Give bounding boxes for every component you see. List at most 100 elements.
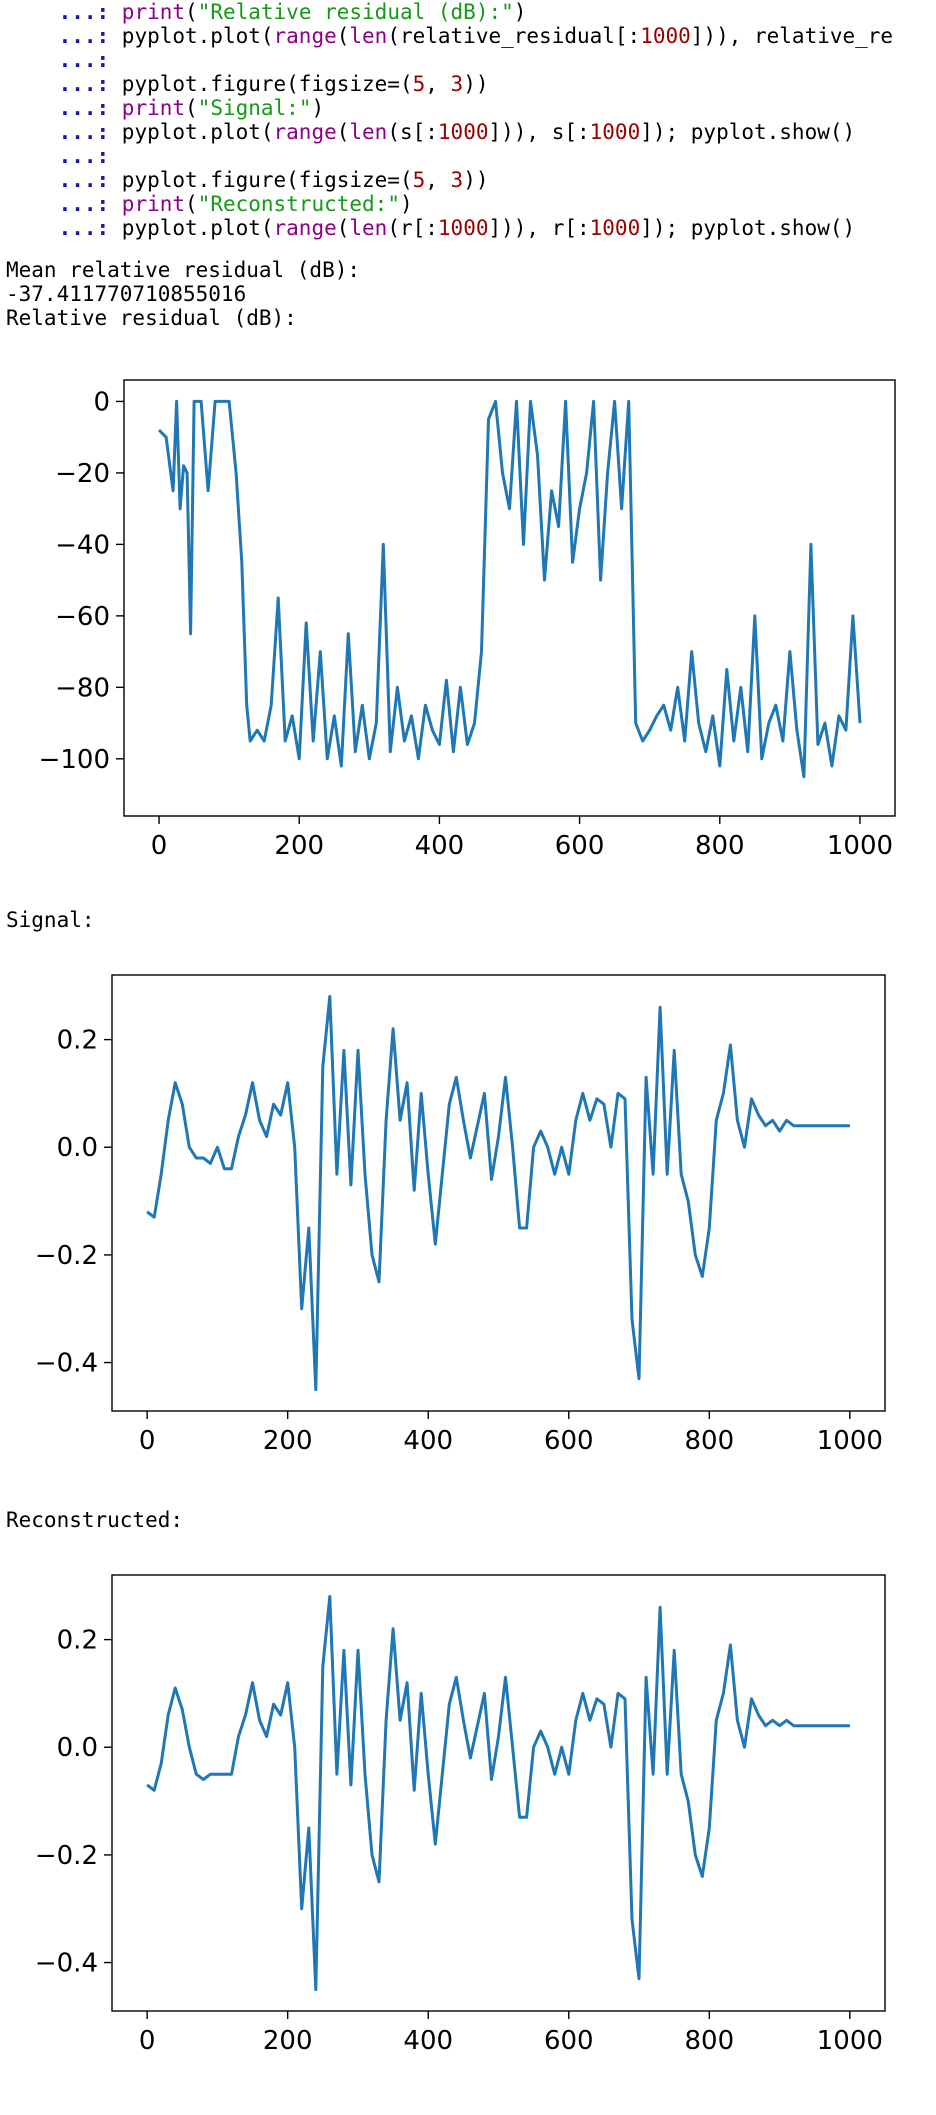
code-token: ])), s[: <box>488 120 590 144</box>
code-token: (r[: <box>387 216 438 240</box>
axes-frame <box>123 379 896 817</box>
code-line: ...: pyplot.figure(figsize=(5, 3)) <box>8 72 928 96</box>
y-tick-label: −0.2 <box>35 1841 98 1871</box>
code-token: ( <box>336 216 350 240</box>
code-token: , <box>425 72 451 96</box>
x-tick-label: 600 <box>555 831 605 861</box>
code-token: ) <box>513 0 527 24</box>
y-tick-label: −80 <box>55 673 110 703</box>
continuation-prompt: ...: <box>8 144 122 168</box>
code-token: ) <box>399 192 413 216</box>
y-tick-label: −100 <box>39 745 110 775</box>
code-token: 3 <box>450 72 464 96</box>
code-token: 1000 <box>437 216 489 240</box>
x-tick-label: 800 <box>684 2026 734 2056</box>
x-tick-label: 0 <box>139 1426 156 1456</box>
continuation-prompt: ...: <box>8 168 122 192</box>
x-tick-label: 0 <box>139 2026 156 2056</box>
code-token: print <box>121 192 186 216</box>
code-line: ...: <box>8 144 928 168</box>
code-token: , <box>425 168 451 192</box>
code-token: ( <box>336 120 350 144</box>
code-line: ...: pyplot.plot(range(len(relative_resi… <box>8 24 928 48</box>
code-token: range <box>273 120 337 144</box>
x-tick-label: 1000 <box>817 1426 883 1456</box>
reconstructed-output: Reconstructed: <box>6 1508 926 1532</box>
code-token: (relative_residual[: <box>387 24 641 48</box>
y-tick-label: 0.2 <box>57 1626 98 1656</box>
output-area: Mean relative residual (dB): -37.4117707… <box>6 258 926 330</box>
code-token: ) <box>311 96 325 120</box>
code-token: ( <box>185 96 198 120</box>
code-token: 5 <box>412 168 426 192</box>
code-token: ]); pyplot.show() <box>640 216 856 240</box>
y-tick-label: −60 <box>55 602 110 632</box>
code-token: ])), relative_re <box>690 24 894 48</box>
code-token: print <box>121 0 186 24</box>
code-token: 1000 <box>437 120 489 144</box>
x-tick-label: 800 <box>684 1426 734 1456</box>
code-token: pyplot.figure(figsize=( <box>121 168 413 192</box>
y-tick-label: 0.0 <box>57 1133 98 1163</box>
code-token: 1000 <box>640 24 691 48</box>
continuation-prompt: ...: <box>8 120 122 144</box>
series-line <box>146 995 850 1391</box>
relative-residual-label: Relative residual (dB): <box>6 306 297 330</box>
code-line: ...: print("Signal:") <box>8 96 928 120</box>
x-tick-label: 200 <box>263 2026 313 2056</box>
code-token: ]); pyplot.show() <box>640 120 856 144</box>
code-token: ])), r[: <box>488 216 590 240</box>
continuation-prompt: ...: <box>8 24 122 48</box>
code-token: (s[: <box>387 120 438 144</box>
code-token: 1000 <box>589 216 641 240</box>
code-token: 1000 <box>589 120 641 144</box>
x-tick-label: 200 <box>263 1426 313 1456</box>
code-token: len <box>349 120 388 144</box>
axes-frame <box>111 1574 886 2012</box>
reconstructed-label: Reconstructed: <box>6 1508 184 1532</box>
x-tick-label: 400 <box>403 2026 453 2056</box>
code-token: range <box>273 24 337 48</box>
code-token: 3 <box>450 168 464 192</box>
code-token: 5 <box>412 72 426 96</box>
x-tick-label: 1000 <box>827 831 893 861</box>
y-tick-label: −40 <box>55 530 110 560</box>
x-tick-label: 400 <box>415 831 465 861</box>
x-tick-label: 200 <box>274 831 324 861</box>
code-token: "Reconstructed:" <box>197 192 400 216</box>
signal-chart: 0 200 400 600 800 1000 0.2 0.0 −0.2 −0.4 <box>35 974 886 1456</box>
x-tick-label: 600 <box>544 1426 594 1456</box>
relative-residual-chart: 0 200 400 600 800 1000 0 −20 −40 −60 −80 −100 <box>39 379 896 861</box>
code-token: range <box>273 216 337 240</box>
code-line: ...: pyplot.plot(range(len(s[:1000])), s… <box>8 120 928 144</box>
continuation-prompt: ...: <box>8 96 122 120</box>
signal-label: Signal: <box>6 908 95 932</box>
continuation-prompt: ...: <box>8 216 122 240</box>
x-tick-label: 0 <box>151 831 168 861</box>
code-token: ( <box>185 0 198 24</box>
continuation-prompt: ...: <box>8 192 122 216</box>
code-token: pyplot.plot( <box>121 120 274 144</box>
continuation-prompt: ...: <box>8 48 122 72</box>
code-token: len <box>349 24 388 48</box>
code-line: ...: print("Relative residual (dB):") <box>8 0 928 24</box>
axes-frame <box>111 974 886 1412</box>
signal-output: Signal: <box>6 908 926 932</box>
x-tick-label: 1000 <box>817 2026 883 2056</box>
code-cell[interactable]: ...: print("Relative residual (dB):") ..… <box>8 0 928 240</box>
y-tick-label: 0.0 <box>57 1733 98 1763</box>
mean-residual-value: -37.411770710855016 <box>6 282 247 306</box>
y-tick-label: −0.4 <box>35 1949 98 1979</box>
code-token: len <box>349 216 388 240</box>
code-token: ( <box>336 24 350 48</box>
code-token: ( <box>185 192 198 216</box>
code-token: "Signal:" <box>197 96 312 120</box>
continuation-prompt: ...: <box>8 0 122 24</box>
y-tick-label: −0.2 <box>35 1241 98 1271</box>
code-token: "Relative residual (dB):" <box>197 0 514 24</box>
y-tick-label: 0 <box>93 387 110 417</box>
series-line <box>157 399 862 779</box>
code-token: pyplot.plot( <box>121 216 274 240</box>
code-token: )) <box>463 72 489 96</box>
x-tick-label: 600 <box>544 2026 594 2056</box>
